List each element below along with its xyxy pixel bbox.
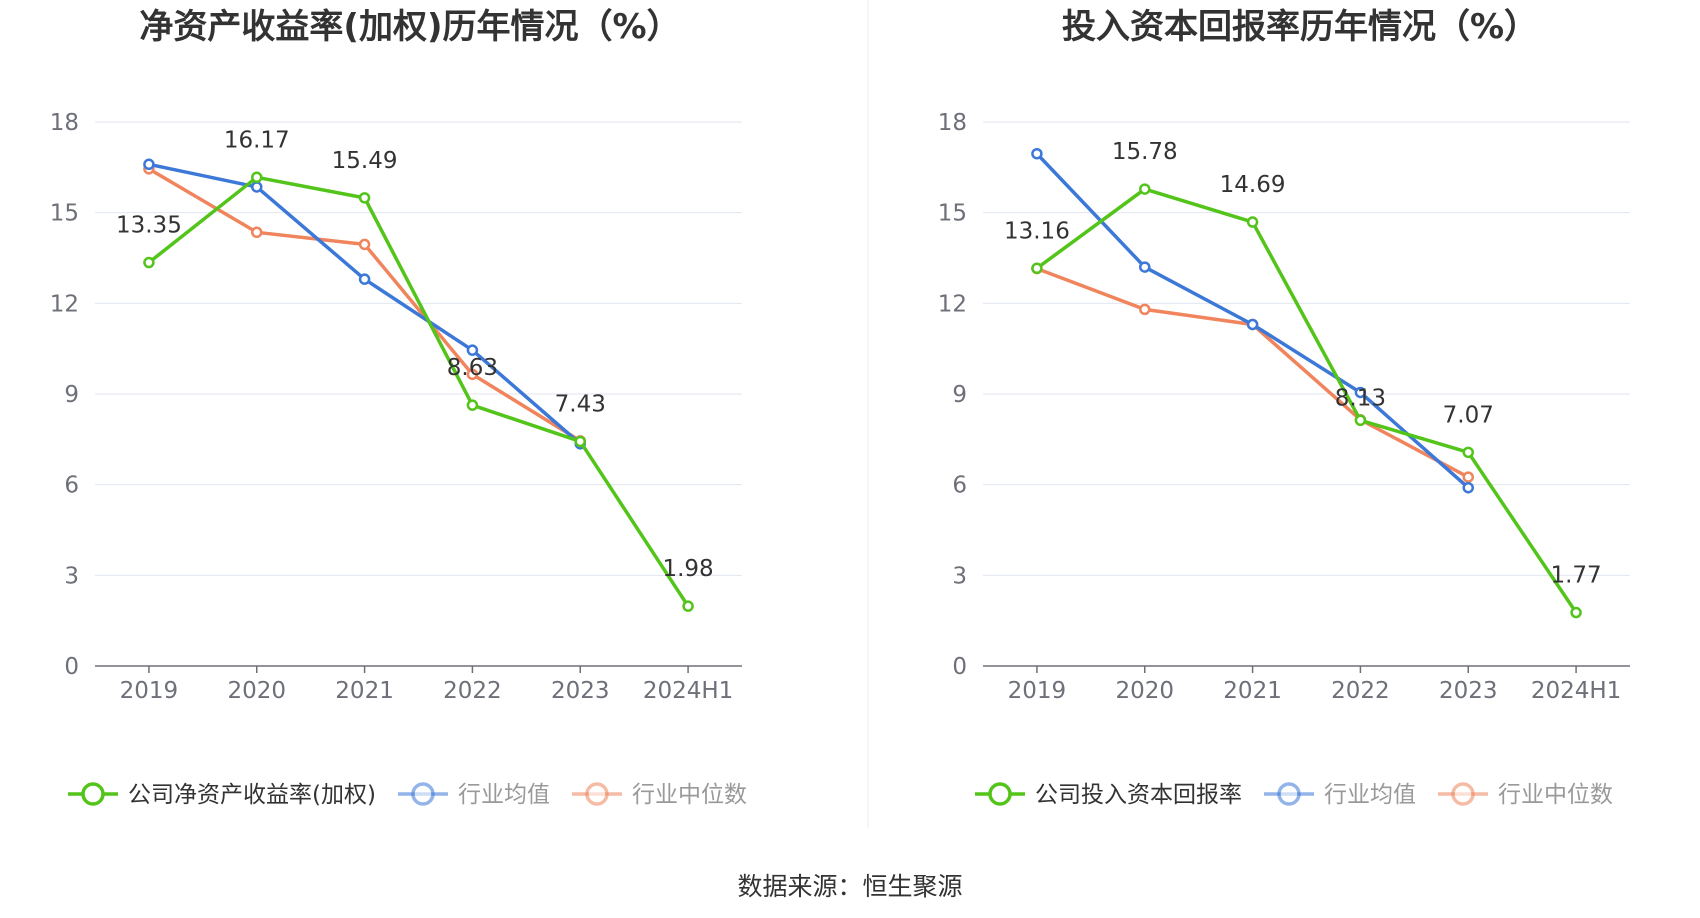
chart-title: 投入资本回报率历年情况（%） (1062, 7, 1538, 47)
x-tick-label: 2019 (120, 678, 179, 704)
data-point[interactable] (466, 344, 479, 356)
legend-item[interactable]: 行业中位数 (1438, 782, 1613, 808)
x-tick-label: 2019 (1008, 678, 1067, 704)
data-point[interactable] (682, 600, 694, 612)
source-note: 数据来源：恒生聚源 (737, 872, 962, 901)
data-label: 16.17 (224, 127, 290, 153)
data-point[interactable] (1246, 318, 1259, 331)
x-tick-label: 2023 (1439, 678, 1498, 704)
y-tick-label: 15 (50, 201, 79, 227)
roe-chart: 净资产收益率(加权)历年情况（%） 0 3 6 9 12 15 18 2019 2020 2021 2… (50, 7, 747, 808)
x-tick-label: 2024H1 (643, 678, 733, 704)
data-point[interactable] (1354, 414, 1367, 427)
y-tick-label: 0 (952, 654, 967, 680)
data-point[interactable] (1139, 261, 1151, 273)
data-label: 15.78 (1112, 139, 1178, 165)
data-point[interactable] (1031, 147, 1043, 160)
x-tick-label: 2022 (1331, 678, 1390, 704)
legend-item[interactable]: 行业均值 (1264, 782, 1416, 808)
y-tick-label: 0 (64, 654, 79, 680)
y-tick-label: 18 (938, 110, 967, 136)
y-tick-label: 12 (938, 291, 967, 317)
legend-item[interactable]: 公司净资产收益率(加权) (68, 782, 376, 808)
y-tick-label: 9 (952, 382, 967, 408)
legend-circle-icon (1277, 782, 1301, 806)
data-point[interactable] (1139, 183, 1151, 195)
x-tick-label: 2021 (335, 678, 394, 704)
y-tick-label: 3 (64, 563, 79, 589)
x-tick-label: 2022 (443, 678, 502, 704)
y-tick-label: 18 (50, 110, 79, 136)
data-point[interactable] (1462, 481, 1474, 494)
x-tick-label: 2021 (1223, 678, 1282, 704)
data-label: 1.77 (1550, 563, 1601, 589)
y-tick-label: 12 (50, 291, 79, 317)
data-point[interactable] (251, 226, 263, 239)
legend-label: 公司投入资本回报率 (1035, 782, 1242, 808)
data-point[interactable] (358, 273, 371, 285)
data-point[interactable] (251, 171, 263, 184)
legend-label: 行业均值 (1324, 782, 1416, 808)
data-point[interactable] (1570, 606, 1582, 619)
series-line (147, 175, 690, 608)
y-tick-label: 9 (64, 382, 79, 408)
data-label: 13.35 (116, 213, 182, 239)
data-point[interactable] (1139, 303, 1151, 316)
data-label: 7.07 (1443, 402, 1494, 428)
data-point[interactable] (574, 435, 586, 448)
legend-circle-icon (988, 782, 1012, 806)
data-point[interactable] (1462, 471, 1474, 483)
data-point[interactable] (358, 238, 371, 251)
data-label: 13.16 (1004, 218, 1070, 244)
x-tick-label: 2020 (227, 678, 286, 704)
data-point[interactable] (1031, 262, 1043, 275)
legend-circle-icon (1451, 782, 1475, 806)
data-point[interactable] (1462, 446, 1474, 459)
data-point[interactable] (466, 368, 479, 381)
legend-item[interactable]: 行业中位数 (571, 782, 747, 808)
legend-item[interactable]: 公司投入资本回报率 (975, 782, 1242, 808)
data-point[interactable] (251, 181, 263, 193)
legend-item[interactable]: 行业均值 (397, 782, 550, 808)
legend-circle-icon (585, 782, 609, 806)
legend-label: 行业中位数 (632, 782, 747, 808)
x-tick-label: 2024H1 (1531, 678, 1621, 704)
data-label: 8.63 (447, 355, 498, 381)
legend-label: 行业均值 (458, 782, 550, 808)
data-label: 1.98 (662, 556, 713, 582)
data-point[interactable] (358, 192, 371, 204)
data-label: 7.43 (555, 391, 606, 417)
data-point[interactable] (143, 158, 155, 171)
data-point[interactable] (143, 256, 155, 269)
y-tick-label: 6 (952, 473, 967, 499)
data-label: 14.69 (1220, 172, 1286, 198)
y-tick-label: 15 (938, 201, 967, 227)
x-tick-label: 2023 (551, 678, 610, 704)
series-line (1036, 266, 1470, 479)
roic-chart: 投入资本回报率历年情况（%） 0 3 6 9 12 15 18 2019 2020 2021 2022… (938, 7, 1630, 808)
y-tick-label: 3 (952, 563, 967, 589)
chart-title: 净资产收益率(加权)历年情况（%） (139, 7, 680, 47)
data-point[interactable] (466, 399, 479, 411)
series-line (1035, 187, 1578, 614)
data-label: 8.13 (1335, 385, 1386, 411)
y-tick-label: 6 (64, 473, 79, 499)
legend-label: 公司净资产收益率(加权) (128, 782, 376, 808)
data-label: 15.49 (332, 148, 398, 174)
x-tick-label: 2020 (1115, 678, 1174, 704)
legend-circle-icon (81, 782, 105, 806)
legend-circle-icon (411, 782, 435, 806)
data-point[interactable] (1246, 216, 1259, 228)
legend-label: 行业中位数 (1498, 782, 1613, 808)
data-point[interactable] (1354, 386, 1367, 399)
